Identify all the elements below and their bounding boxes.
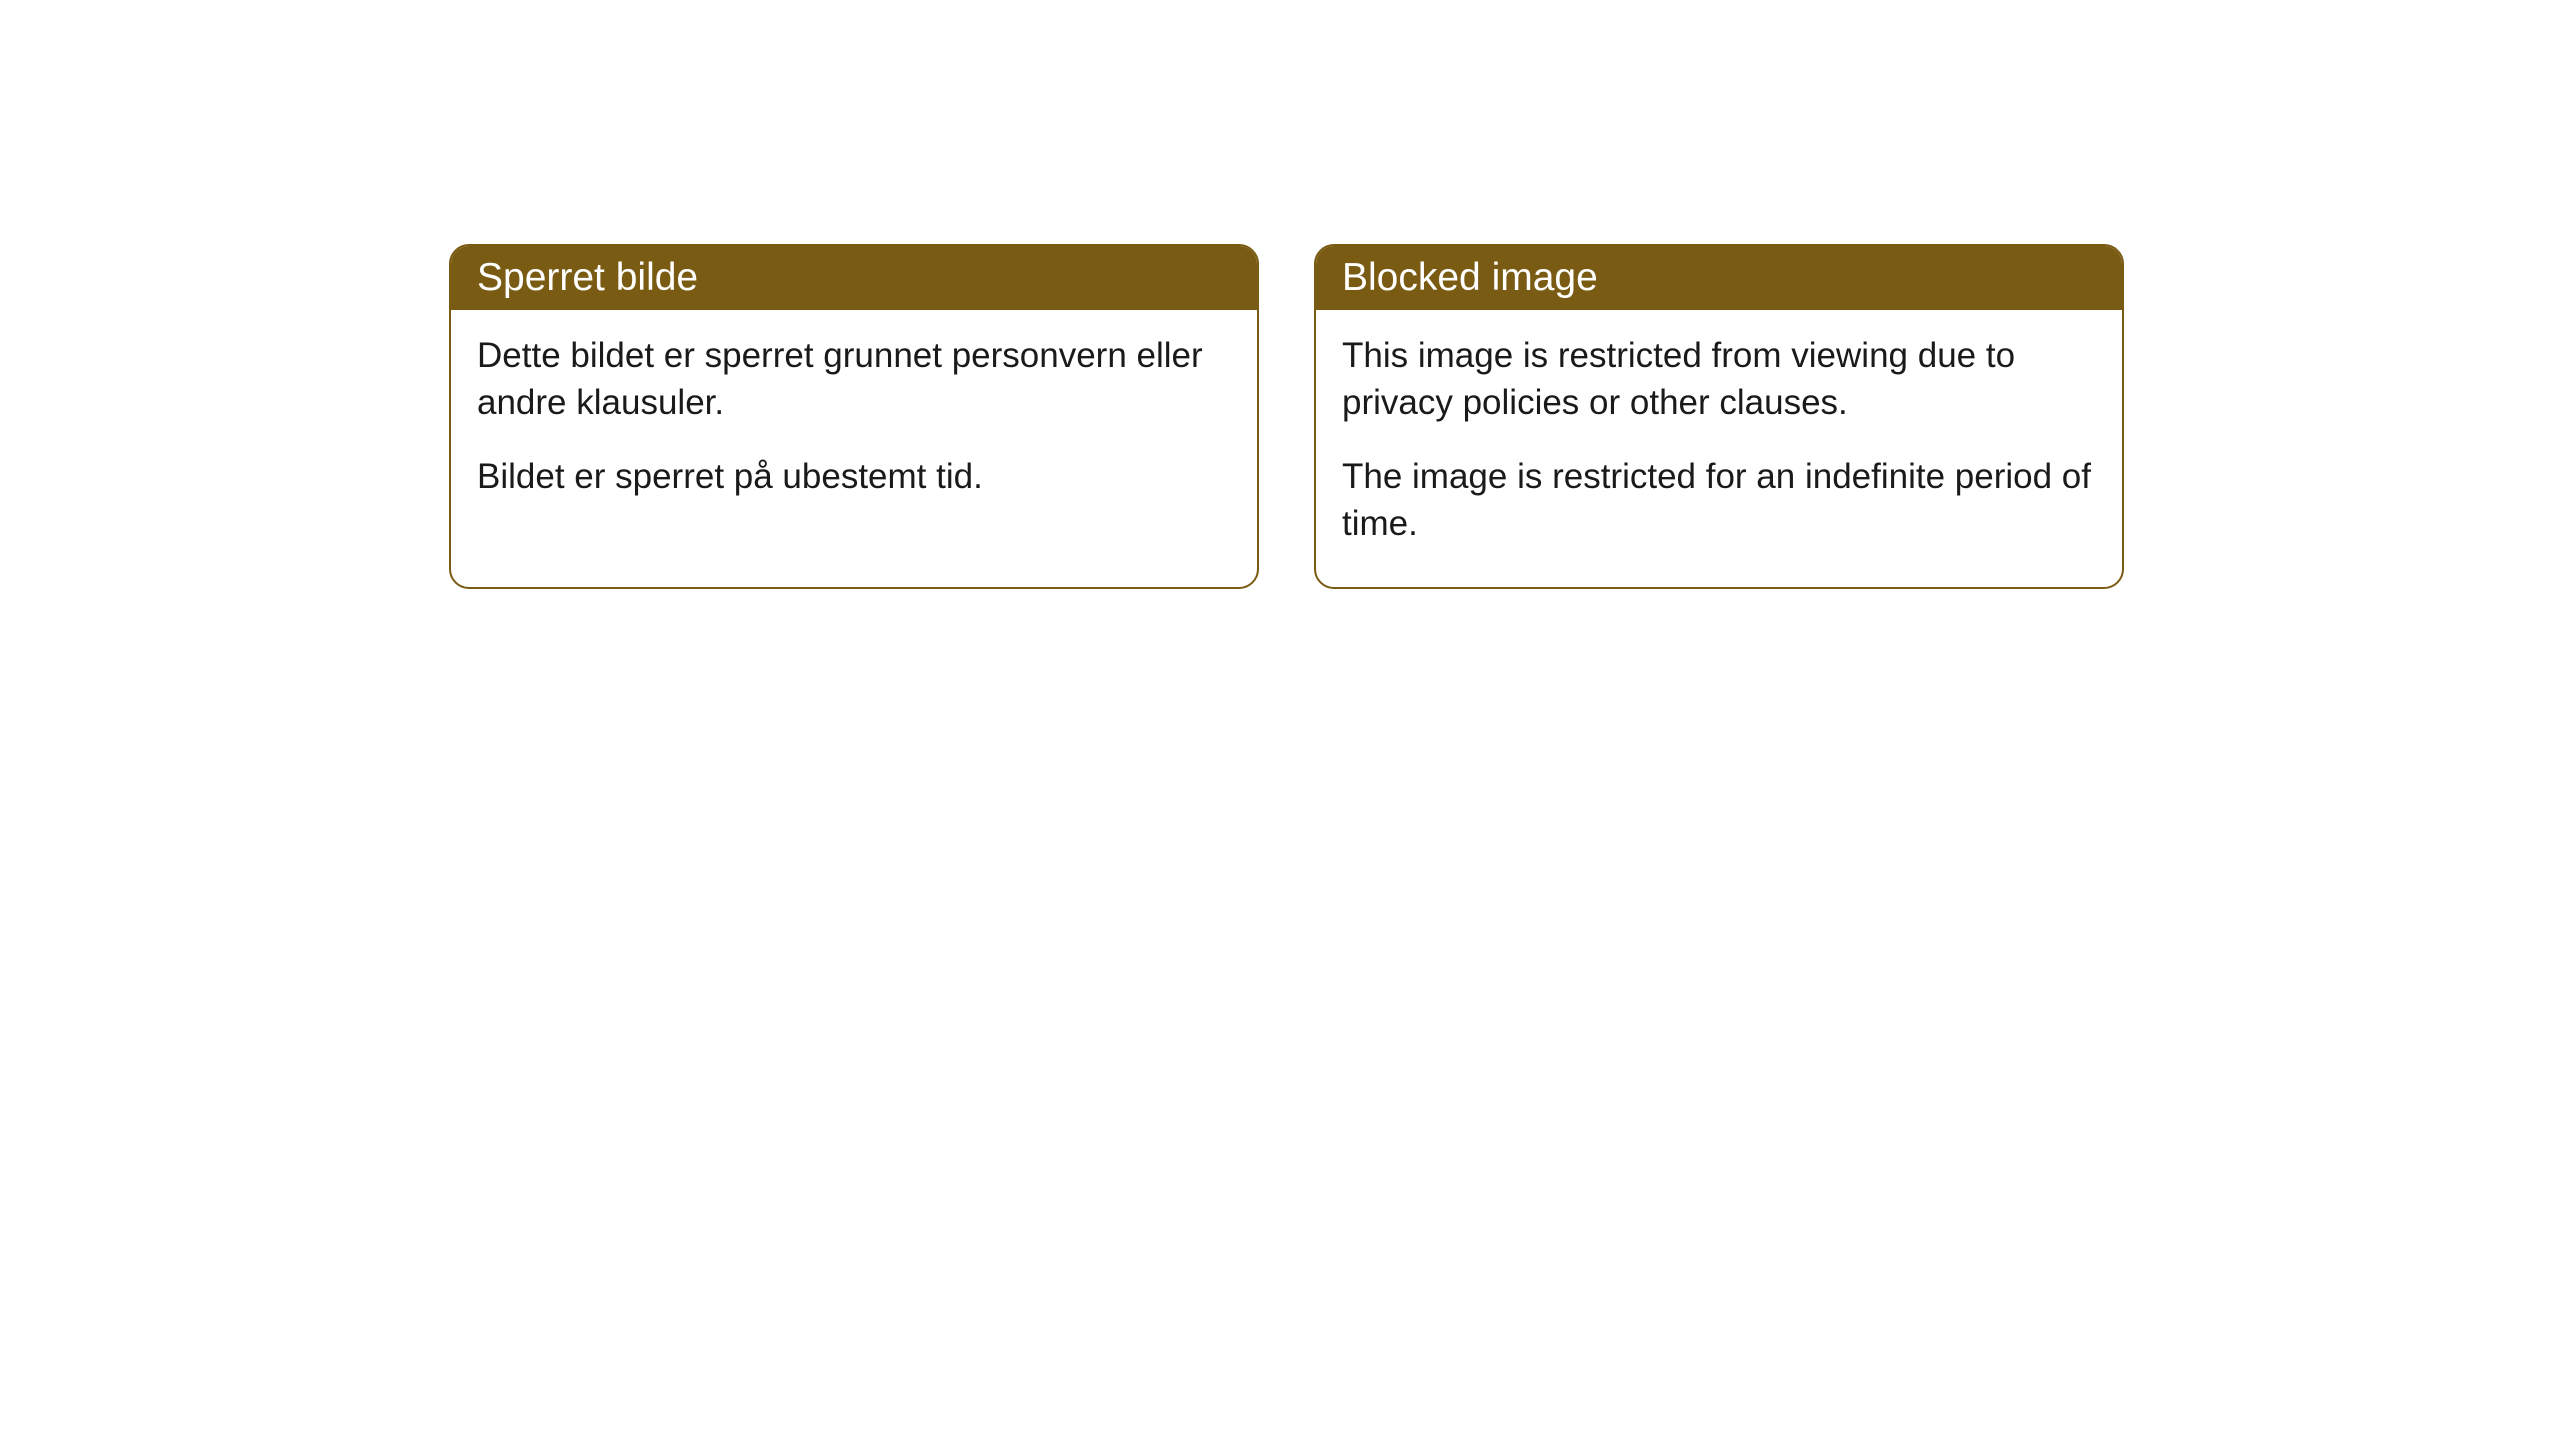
card-paragraph-1-norwegian: Dette bildet er sperret grunnet personve… <box>477 332 1231 427</box>
blocked-image-card-norwegian: Sperret bilde Dette bildet er sperret gr… <box>449 244 1259 589</box>
card-paragraph-2-english: The image is restricted for an indefinit… <box>1342 453 2096 548</box>
card-title-norwegian: Sperret bilde <box>477 256 698 299</box>
card-header-norwegian: Sperret bilde <box>451 246 1257 310</box>
notice-cards-container: Sperret bilde Dette bildet er sperret gr… <box>449 244 2124 589</box>
card-paragraph-2-norwegian: Bildet er sperret på ubestemt tid. <box>477 453 1231 500</box>
card-body-english: This image is restricted from viewing du… <box>1316 310 2122 587</box>
card-header-english: Blocked image <box>1316 246 2122 310</box>
blocked-image-card-english: Blocked image This image is restricted f… <box>1314 244 2124 589</box>
card-paragraph-1-english: This image is restricted from viewing du… <box>1342 332 2096 427</box>
card-body-norwegian: Dette bildet er sperret grunnet personve… <box>451 310 1257 540</box>
card-title-english: Blocked image <box>1342 256 1598 299</box>
